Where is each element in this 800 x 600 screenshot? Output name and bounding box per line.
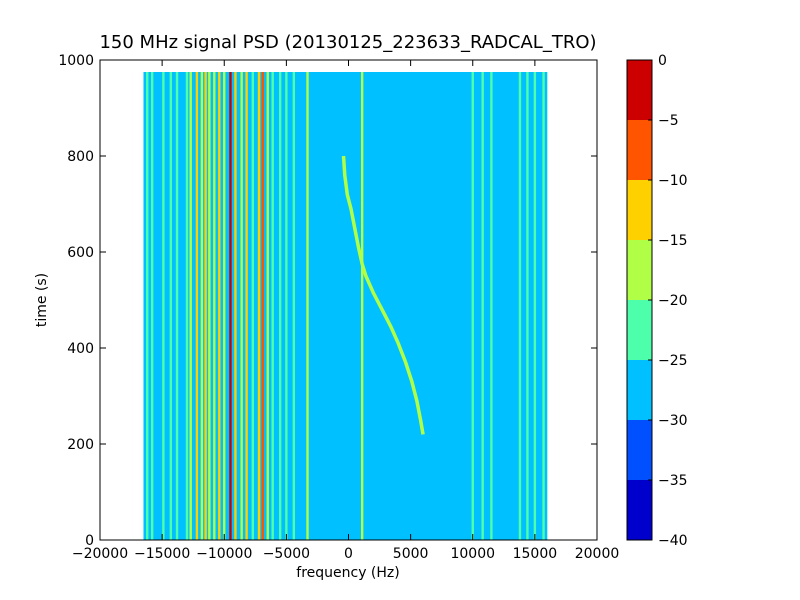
x-tick-label: 10000 <box>450 546 495 562</box>
colorbar-segment-1 <box>627 420 652 480</box>
colorbar-segment-2 <box>627 360 652 420</box>
colorbar-tick-label: −35 <box>658 473 688 489</box>
colorbar-tick-label: −15 <box>658 233 688 249</box>
x-tick-label: 15000 <box>513 546 558 562</box>
x-tick-label: 0 <box>344 546 353 562</box>
colorbar-segment-5 <box>627 180 652 240</box>
x-tick-label: −20000 <box>72 546 128 562</box>
colorbar-tick-label: 0 <box>658 53 667 69</box>
colorbar-tick-label: −40 <box>658 533 688 549</box>
colorbar-tick-label: −10 <box>658 173 688 189</box>
colorbar-segment-7 <box>627 60 652 120</box>
x-tick-label: 5000 <box>393 546 429 562</box>
colorbar-tick-label: −20 <box>658 293 688 309</box>
colorbar-segment-4 <box>627 240 652 300</box>
colorbar-segment-3 <box>627 300 652 360</box>
y-tick-label: 200 <box>67 437 94 453</box>
x-axis-label: frequency (Hz) <box>296 565 399 581</box>
y-tick-label: 1000 <box>58 53 94 69</box>
plot-area: −20000 −15000 −10000 −5000 0 5000 10000 15000 20… <box>58 53 619 562</box>
colorbar-tick-label: −30 <box>658 413 688 429</box>
y-tick-label: 400 <box>67 341 94 357</box>
chart-title: 150 MHz signal PSD (20130125_223633_RADC… <box>99 32 596 53</box>
colorbar-segment-6 <box>627 120 652 180</box>
x-tick-label: −15000 <box>134 546 190 562</box>
signal-trace <box>341 155 425 435</box>
colorbar-segment-0 <box>627 480 652 540</box>
y-tick-label: 0 <box>85 533 94 549</box>
y-axis-label: time (s) <box>34 273 50 327</box>
x-tick-label: 20000 <box>575 546 620 562</box>
x-tick-label: −5000 <box>263 546 310 562</box>
x-tick-label: −10000 <box>196 546 252 562</box>
psd-background <box>143 72 548 540</box>
y-tick-label: 800 <box>67 149 94 165</box>
colorbar: 0 −5 −10 −15 −20 −25 −30 −35 −40 <box>626 53 688 549</box>
colorbar-tick-label: −25 <box>658 353 688 369</box>
y-tick-label: 600 <box>67 245 94 261</box>
colorbar-tick-label: −5 <box>658 113 679 129</box>
